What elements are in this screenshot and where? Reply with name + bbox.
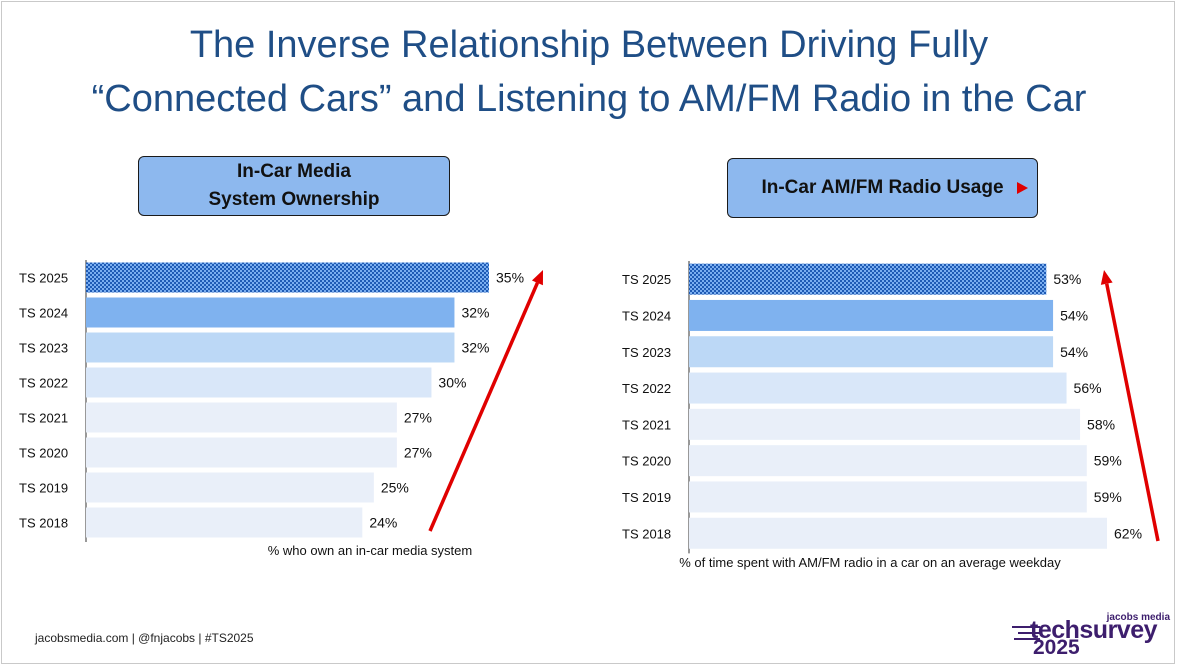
left-header-line-2: System Ownership xyxy=(208,189,380,210)
slide-title: The Inverse Relationship Between Driving… xyxy=(0,18,1178,126)
right-category-label: TS 2019 xyxy=(622,490,671,505)
right-trend-arrowhead-icon xyxy=(1100,270,1113,285)
right-value-label: 56% xyxy=(1074,380,1102,396)
left-bar-ts-2020 xyxy=(86,437,397,468)
logo-main-text: techsurvey xyxy=(1030,616,1158,644)
left-bar-ts-2023 xyxy=(86,332,455,363)
logo-top-text: jacobs media xyxy=(1106,612,1170,623)
right-category-label: TS 2024 xyxy=(622,308,671,323)
right-bar-ts-2022 xyxy=(689,372,1067,404)
logo-speed-lines-icon xyxy=(1012,626,1040,640)
right-trend-arrow xyxy=(1105,283,1160,542)
left-value-label: 27% xyxy=(404,410,432,426)
left-header-line-1: In-Car Media xyxy=(236,161,352,182)
left-value-label: 25% xyxy=(381,480,409,496)
left-category-label: TS 2024 xyxy=(19,306,68,321)
left-category-label: TS 2025 xyxy=(19,271,68,286)
right-category-label: TS 2023 xyxy=(622,345,671,360)
left-category-label: TS 2020 xyxy=(19,446,68,461)
techsurvey-logo: jacobs media techsurvey 2025 xyxy=(1010,612,1170,659)
left-value-label: 24% xyxy=(369,515,397,531)
right-bar-ts-2020 xyxy=(689,445,1087,477)
left-value-label: 32% xyxy=(461,340,489,356)
right-x-axis-label: % of time spent with AM/FM radio in a ca… xyxy=(679,555,1061,570)
right-bar-ts-2024 xyxy=(689,299,1054,331)
right-value-label: 54% xyxy=(1060,307,1088,323)
left-category-label: TS 2018 xyxy=(19,516,68,531)
right-value-label: 62% xyxy=(1114,525,1142,541)
right-bar-ts-2021 xyxy=(689,408,1081,440)
left-bar-ts-2018 xyxy=(86,507,363,538)
right-value-label: 59% xyxy=(1094,489,1122,505)
left-value-label: 30% xyxy=(438,375,466,391)
right-value-label: 58% xyxy=(1087,416,1115,432)
right-value-label: 59% xyxy=(1094,453,1122,469)
right-bar-ts-2025 xyxy=(689,263,1047,295)
right-value-label: 54% xyxy=(1060,344,1088,360)
right-bar-ts-2019 xyxy=(689,481,1087,513)
left-trend-arrow xyxy=(428,282,540,532)
right-chart-header: In-Car AM/FM Radio Usage xyxy=(727,158,1038,218)
right-category-label: TS 2025 xyxy=(622,272,671,287)
right-category-label: TS 2020 xyxy=(622,454,671,469)
right-header-line-1: In-Car AM/FM Radio Usage xyxy=(761,177,1004,198)
left-category-label: TS 2019 xyxy=(19,481,68,496)
left-value-label: 35% xyxy=(496,270,524,286)
left-category-label: TS 2022 xyxy=(19,376,68,391)
left-bar-ts-2022 xyxy=(86,367,432,398)
left-value-label: 27% xyxy=(404,445,432,461)
left-value-label: 32% xyxy=(461,305,489,321)
left-category-label: TS 2021 xyxy=(19,411,68,426)
red-arrow-icon xyxy=(1017,182,1028,194)
title-line-2: “Connected Cars” and Listening to AM/FM … xyxy=(91,78,1087,120)
right-category-label: TS 2021 xyxy=(622,417,671,432)
title-line-1: The Inverse Relationship Between Driving… xyxy=(189,24,989,66)
left-bar-ts-2021 xyxy=(86,402,397,433)
left-bar-ts-2019 xyxy=(86,472,374,503)
logo-year-text: 2025 xyxy=(1033,636,1080,659)
right-bar-ts-2018 xyxy=(689,517,1107,549)
right-value-label: 53% xyxy=(1053,271,1081,287)
left-bar-ts-2024 xyxy=(86,297,455,328)
footer-text: jacobsmedia.com | @fnjacobs | #TS2025 xyxy=(35,631,254,645)
right-category-label: TS 2022 xyxy=(622,381,671,396)
left-category-label: TS 2023 xyxy=(19,341,68,356)
left-trend-arrowhead-icon xyxy=(531,270,543,286)
right-bar-ts-2023 xyxy=(689,336,1054,368)
right-category-label: TS 2018 xyxy=(622,526,671,541)
left-bar-ts-2025 xyxy=(86,262,489,293)
left-x-axis-label: % who own an in-car media system xyxy=(268,543,472,558)
left-chart-header: In-Car Media System Ownership xyxy=(138,156,450,216)
